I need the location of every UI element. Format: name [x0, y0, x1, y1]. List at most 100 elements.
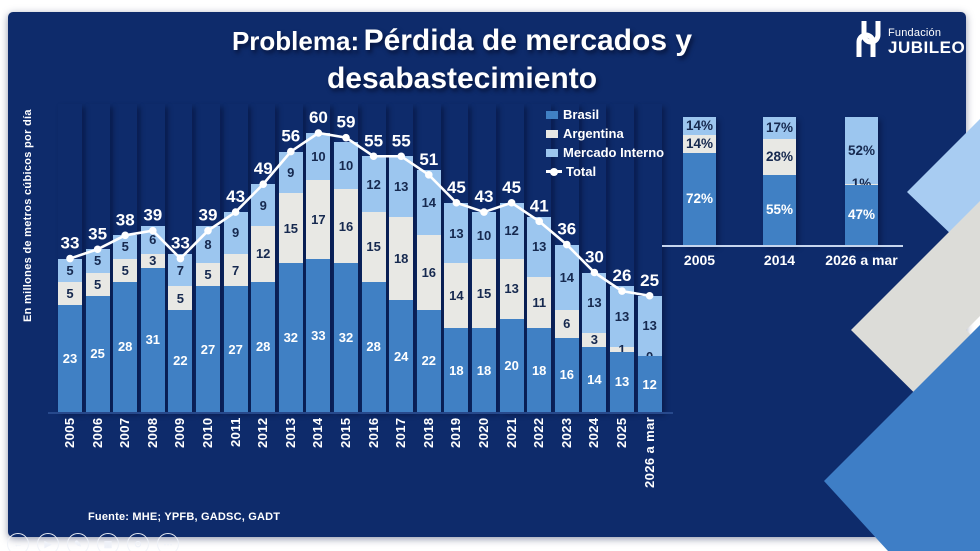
logo-name: JUBILEO — [888, 37, 966, 57]
segment-value: 13 — [449, 225, 464, 241]
segment-argentina: 12 — [251, 226, 276, 282]
segment-mercado-interno: 9 — [278, 151, 303, 194]
segment-value: 9 — [259, 197, 267, 213]
main-chart-bar-2005: 23 5 5 — [58, 104, 82, 412]
zoom-icon[interactable]: ⊙ — [127, 533, 149, 551]
year-label: 2005 — [62, 417, 77, 448]
segment-value: 27 — [228, 341, 243, 357]
segment-value: 24 — [393, 348, 409, 364]
main-chart-bar-2007: 28 5 5 — [113, 104, 138, 412]
segment-brasil: 13 — [610, 351, 634, 412]
title-line1: Pérdida de mercados y — [363, 24, 693, 57]
segment-mercado-interno: 10 — [334, 142, 358, 189]
segment-mercado-interno: 10 — [472, 212, 496, 259]
segment-value: 12 — [642, 376, 657, 392]
back-icon[interactable]: ← — [7, 533, 29, 551]
mini-segment-value: 14% — [685, 136, 714, 152]
legend: Brasil Argentina Mercado Interno Total — [546, 105, 664, 181]
main-chart-bar-2010: 27 5 8 — [196, 104, 220, 412]
grid-icon[interactable]: ▦ — [97, 533, 119, 551]
segment-argentina: 5 — [85, 272, 110, 296]
mini-year-label: 2014 — [763, 252, 796, 268]
segment-value: 16 — [338, 218, 354, 234]
pen-icon[interactable]: ✎ — [67, 533, 89, 551]
mini-segment-argentina: 28% — [763, 138, 796, 175]
segment-value: 13 — [614, 374, 630, 390]
segment-argentina: 13 — [499, 258, 524, 319]
segment-value: 14 — [449, 288, 464, 304]
segment-value: 17 — [311, 211, 326, 227]
logo-org: Fundación — [888, 26, 942, 39]
year-label: 2022 — [531, 417, 547, 448]
main-chart-bar-2016: 28 15 12 — [361, 104, 386, 412]
segment-value: 15 — [283, 220, 299, 236]
main-chart-bar-2013: 32 15 9 — [278, 104, 303, 412]
segment-mercado-interno: 13 — [527, 216, 552, 278]
segment-value: 6 — [563, 316, 571, 332]
forward-icon[interactable]: ▶ — [37, 533, 59, 551]
segment-mercado-interno: 7 — [168, 253, 193, 287]
segment-value: 3 — [149, 253, 157, 269]
segment-value: 28 — [117, 339, 133, 355]
segment-value: 13 — [393, 179, 409, 194]
mini-bar-2026-a-mar: 47%1%52% — [845, 117, 878, 245]
segment-value: 14 — [559, 269, 575, 285]
segment-brasil: 33 — [306, 258, 331, 412]
mini-segment-mercado-interno: 14% — [683, 117, 716, 135]
segment-value: 12 — [255, 246, 271, 262]
year-label: 2020 — [476, 417, 491, 448]
legend-item-argentina: Argentina — [546, 124, 664, 143]
segment-value: 5 — [66, 262, 74, 278]
segment-brasil: 23 — [58, 305, 82, 412]
main-chart-bar-2025: 13 1 13 — [610, 104, 634, 412]
segment-argentina: 15 — [361, 212, 386, 282]
segment-value: 14 — [421, 195, 437, 211]
mini-segment-value: 47% — [847, 207, 876, 223]
more-icon[interactable]: ⋯ — [157, 533, 179, 551]
jubileo-logo: Fundación JUBILEO — [854, 18, 966, 65]
legend-swatch-icon — [546, 110, 558, 119]
total-line-marker-icon — [546, 167, 562, 176]
slide-title: Problema: Pérdida de mercados y desabast… — [78, 22, 846, 97]
segment-value: 5 — [121, 239, 129, 255]
segment-value: 9 — [231, 225, 240, 241]
segment-value: 5 — [204, 267, 212, 283]
segment-brasil: 28 — [113, 281, 138, 412]
segment-value: 13 — [504, 281, 519, 297]
segment-argentina: 5 — [113, 258, 138, 282]
segment-value: 5 — [176, 290, 184, 306]
segment-argentina: 3 — [582, 332, 607, 348]
segment-value: 7 — [176, 262, 184, 278]
segment-value: 11 — [532, 295, 547, 311]
mini-percent-chart: 72% 14% 14% 2005 55% 28% 17% 2014 47%1%52% 2026 a… — [653, 105, 943, 290]
segment-mercado-interno: 14 — [554, 244, 579, 310]
year-label: 2011 — [227, 417, 243, 447]
segment-value: 18 — [476, 362, 492, 378]
title-prefix: Problema: — [231, 26, 360, 56]
segment-mercado-interno: 12 — [499, 202, 524, 259]
year-label: 2019 — [448, 417, 464, 448]
segment-mercado-interno: 9 — [251, 184, 276, 227]
segment-argentina: 16 — [334, 188, 358, 264]
segment-brasil: 20 — [499, 319, 524, 412]
mini-bar-2014: 55% 28% 17% — [763, 117, 796, 245]
segment-value: 3 — [590, 332, 598, 348]
mini-x-axis — [662, 245, 903, 247]
segment-value: 32 — [283, 330, 299, 346]
segment-argentina: 15 — [278, 193, 303, 264]
mini-segment-brasil: 47% — [845, 184, 878, 245]
main-chart-bar-2015: 32 16 10 — [334, 104, 358, 412]
main-chart-bar-2006: 25 5 5 — [85, 104, 110, 412]
year-label: 2016 — [365, 417, 381, 448]
segment-mercado-interno: 5 — [85, 249, 110, 273]
mini-segment-value: 17% — [765, 120, 794, 136]
main-chart-bar-2018: 22 16 14 — [416, 104, 441, 412]
segment-argentina: 5 — [196, 263, 220, 287]
mini-segment-mercado-interno: 52% — [845, 117, 878, 184]
main-chart-bar-2017: 24 18 13 — [389, 104, 414, 412]
year-label: 2009 — [172, 417, 188, 448]
segment-value: 27 — [200, 341, 216, 357]
segment-mercado-interno: 8 — [196, 226, 220, 264]
legend-item-total: Total — [546, 162, 664, 181]
year-label: 2013 — [282, 417, 298, 448]
